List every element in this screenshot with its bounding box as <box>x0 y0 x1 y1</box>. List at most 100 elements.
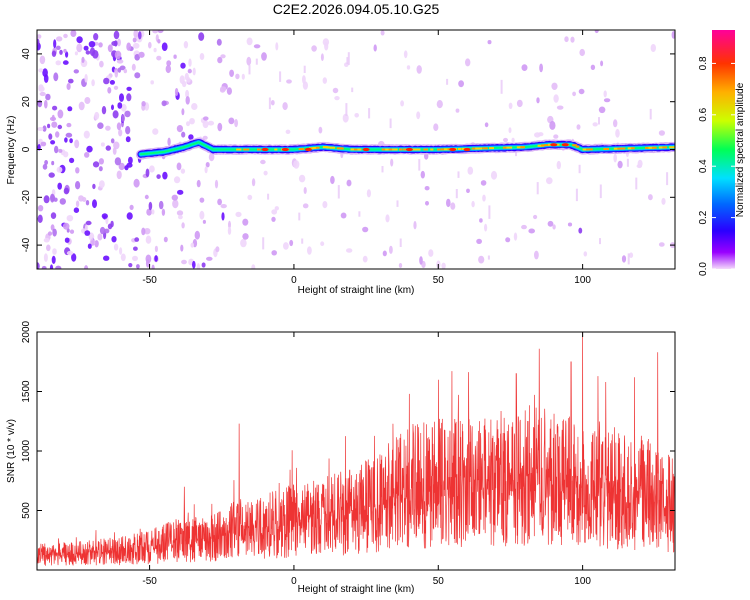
noise-blob <box>173 176 181 184</box>
noise-blob <box>119 93 124 102</box>
noise-blob <box>45 93 51 101</box>
signal-band-core <box>329 146 336 149</box>
noise-streak <box>351 87 354 93</box>
noise-blob <box>536 97 540 104</box>
noise-blob <box>235 73 240 80</box>
noise-blob <box>570 36 575 43</box>
noise-blob <box>116 170 122 180</box>
noise-blob <box>116 59 124 64</box>
noise-blob <box>201 262 206 268</box>
noise-blob <box>126 212 133 220</box>
snr-ytick-label: 1000 <box>21 439 32 462</box>
signal-band-core <box>354 148 358 151</box>
noise-blob <box>240 238 247 248</box>
noise-blob <box>100 142 105 147</box>
noise-blob <box>629 252 634 258</box>
noise-blob <box>84 152 90 158</box>
signal-band-core <box>392 148 398 151</box>
noise-blob <box>107 44 113 53</box>
noise-blob <box>419 256 423 265</box>
signal-hotspot <box>261 147 269 152</box>
noise-streak <box>298 212 301 221</box>
noise-blob <box>129 204 134 210</box>
noise-blob <box>66 215 74 222</box>
noise-streak <box>578 164 581 174</box>
noise-blob <box>133 178 140 188</box>
noise-blob <box>37 34 42 39</box>
noise-blob <box>70 30 77 37</box>
noise-blob <box>112 110 119 119</box>
noise-blob <box>505 237 511 243</box>
noise-blob <box>113 243 119 251</box>
noise-streak <box>396 200 399 207</box>
noise-blob <box>366 189 371 198</box>
noise-blob <box>55 60 62 66</box>
noise-blob <box>51 160 55 166</box>
noise-blob <box>458 80 464 88</box>
noise-blob <box>161 100 167 107</box>
noise-blob <box>546 177 553 185</box>
noise-blob <box>148 201 153 211</box>
noise-blob <box>275 42 279 51</box>
noise-blob <box>51 114 55 122</box>
noise-blob <box>198 32 205 41</box>
noise-blob <box>521 224 527 230</box>
noise-blob <box>83 130 90 139</box>
noise-blob <box>43 237 50 243</box>
spectrogram-xtick-label: 50 <box>433 275 445 286</box>
noise-blob <box>465 58 471 67</box>
noise-blob <box>152 30 159 34</box>
noise-blob <box>217 122 223 132</box>
noise-blob <box>564 36 569 43</box>
noise-streak <box>626 158 629 167</box>
signal-band-core <box>457 148 461 150</box>
noise-blob <box>420 170 425 179</box>
noise-blob <box>59 49 63 55</box>
signal-band-core <box>669 146 675 149</box>
noise-blob <box>539 63 543 73</box>
signal-band-core <box>236 148 242 151</box>
spectrogram-xtick-label: -50 <box>142 275 157 286</box>
signal-band-core <box>645 146 651 149</box>
colorbar-tick-label: 0.6 <box>698 107 709 121</box>
noise-blob <box>84 230 91 236</box>
noise-blob <box>57 182 62 190</box>
noise-blob <box>156 55 162 61</box>
signal-band-core <box>471 147 478 150</box>
noise-blob <box>52 228 57 237</box>
noise-blob <box>227 226 232 235</box>
noise-blob <box>400 100 404 107</box>
noise-blob <box>165 64 171 74</box>
colorbar: 0.0 0.2 0.4 0.6 0.8 Normalized spectral ampl… <box>698 30 746 276</box>
noise-blob <box>118 162 125 171</box>
noise-blob <box>484 223 488 232</box>
noise-blob <box>293 160 300 169</box>
snr-data <box>37 332 675 566</box>
noise-streak <box>575 188 578 202</box>
noise-blob <box>302 75 306 84</box>
noise-blob <box>166 60 172 67</box>
noise-blob <box>181 222 185 229</box>
signal-band-core <box>544 144 550 147</box>
noise-blob <box>229 69 235 78</box>
signal-band-core <box>662 146 667 149</box>
noise-blob <box>320 53 324 61</box>
signal-band-core <box>430 148 434 151</box>
noise-blob <box>107 87 112 94</box>
noise-blob <box>455 108 460 113</box>
noise-blob <box>389 245 393 254</box>
noise-blob <box>199 210 205 220</box>
noise-blob <box>89 239 96 246</box>
noise-blob <box>158 200 164 210</box>
noise-blob <box>67 106 73 112</box>
signal-band-core <box>298 148 305 151</box>
noise-streak <box>627 253 630 265</box>
noise-blob <box>246 56 252 66</box>
noise-blob <box>176 162 182 171</box>
snr-ytick-label: 1500 <box>21 380 32 403</box>
noise-blob <box>43 195 50 204</box>
noise-blob <box>513 232 518 241</box>
noise-blob <box>196 263 201 269</box>
noise-streak <box>487 255 490 260</box>
